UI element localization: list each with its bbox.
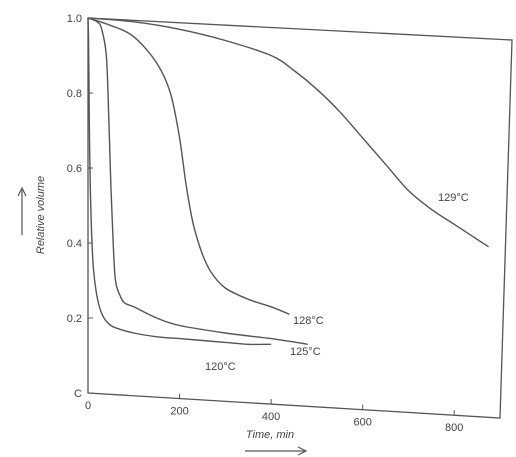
x-tick-label: 0: [85, 400, 91, 412]
series-line-3: [87, 17, 489, 248]
y-tick-label: 0.6: [67, 163, 82, 175]
series-label-1: 125°C: [290, 346, 321, 358]
y-tick-label: 0.8: [67, 88, 82, 100]
series-label-2: 128°C: [293, 315, 324, 327]
y-tick-label: 0.2: [67, 313, 82, 325]
y-tick-label: C: [74, 388, 82, 400]
series-line-0: [87, 17, 272, 346]
curve-labels: 120°C 125°C 128°C 129°C: [205, 192, 469, 373]
x-tick-label: 800: [445, 422, 463, 434]
series-label-0: 120°C: [205, 361, 236, 373]
x-tick-label: 600: [353, 417, 371, 429]
series-label-3: 129°C: [438, 192, 469, 204]
series-line-2: [87, 17, 290, 315]
plot-frame: [87, 17, 513, 419]
y-axis-title: Relative volume: [35, 176, 47, 254]
series-line-1: [87, 17, 308, 345]
y-axis-arrowhead-icon: [17, 186, 27, 197]
y-tick-label: 0.4: [67, 238, 82, 250]
axis-ticks: C 0.2 0.4 0.6 0.8 1.0 0 200 400 600 800: [67, 13, 464, 434]
x-axis-title: Time, min: [246, 429, 294, 441]
x-tick-label: 200: [170, 406, 188, 418]
plot-border: [87, 17, 513, 419]
data-curves: [87, 17, 489, 346]
y-tick-label: 1.0: [67, 13, 82, 25]
x-tick-label: 400: [262, 411, 280, 423]
x-axis-arrowhead-icon: [297, 446, 308, 456]
